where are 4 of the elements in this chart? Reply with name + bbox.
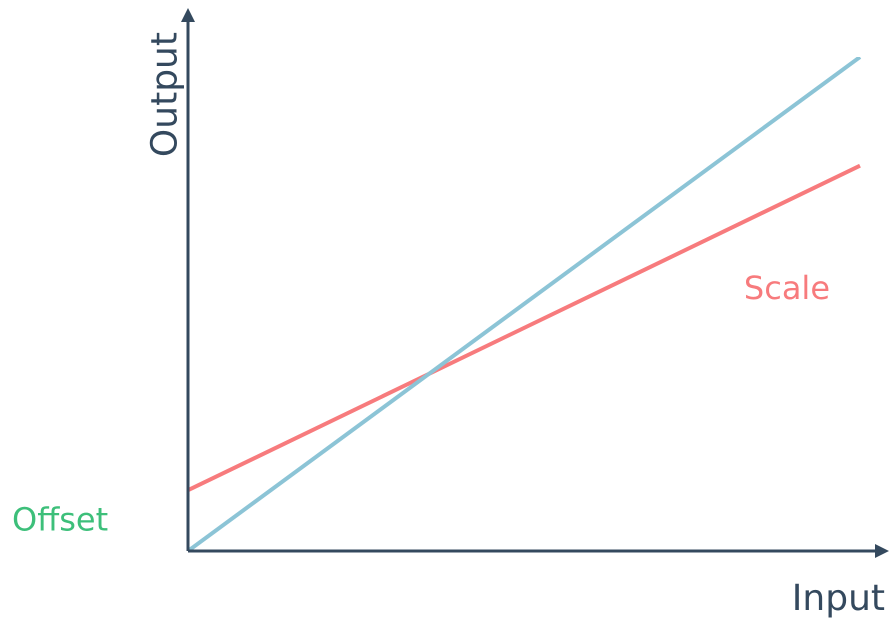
x-axis-title: Input: [792, 578, 885, 619]
series-label: Scale: [744, 268, 830, 307]
annotation: Offset: [12, 500, 108, 538]
y-axis-title: Output: [144, 32, 186, 158]
